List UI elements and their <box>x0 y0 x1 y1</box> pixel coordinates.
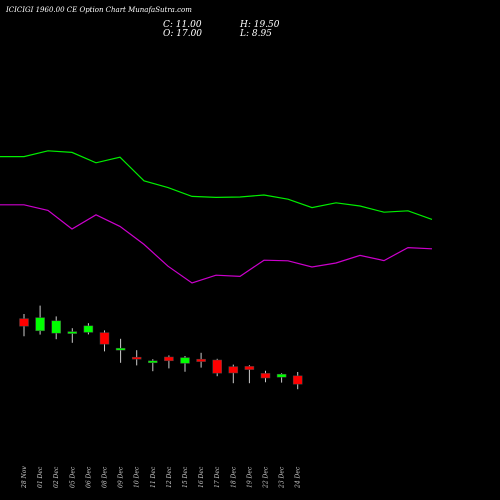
candle-body-down <box>228 366 239 374</box>
x-tick-label: 16 Dec <box>198 466 205 488</box>
high-value: H: 19.50 <box>240 20 280 30</box>
x-tick-label: 08 Dec <box>102 466 109 488</box>
candle-body-down <box>196 358 206 362</box>
candle-body-up <box>276 373 287 378</box>
candle-body-down <box>19 318 29 327</box>
x-tick-label: 02 Dec <box>53 466 60 488</box>
candle-body-down <box>292 375 303 385</box>
x-tick-label: 17 Dec <box>214 466 221 488</box>
candle-body-up <box>180 357 190 364</box>
open-value: O: 17.00 <box>163 29 203 39</box>
candle-body-up <box>83 325 94 333</box>
x-tick-label: 09 Dec <box>118 466 125 488</box>
x-tick-label: 18 Dec <box>230 466 237 488</box>
x-tick-label: 22 Dec <box>263 466 270 489</box>
x-tick-label: 11 Dec <box>150 466 157 488</box>
x-tick-label: 10 Dec <box>134 466 141 488</box>
candle-body-down <box>260 373 271 379</box>
candle-body-down <box>212 359 222 374</box>
x-tick-label: 15 Dec <box>182 466 189 488</box>
chart-title: ICICIGI 1960.00 CE Option Chart MunafaSu… <box>6 6 192 14</box>
close-value: C: 11.00 <box>163 20 202 30</box>
candle-body-down <box>99 332 110 345</box>
candle-body-down <box>164 356 174 362</box>
upper-line-series <box>0 150 433 220</box>
candle-body-down <box>131 356 142 360</box>
x-tick-label: 24 Dec <box>295 466 302 489</box>
x-tick-label: 12 Dec <box>166 466 173 488</box>
lower-line-series <box>0 204 433 284</box>
candle-body-up <box>51 320 61 334</box>
x-tick-label: 01 Dec <box>37 466 44 488</box>
candle-body-up <box>115 347 126 351</box>
low-value: L: 8.95 <box>240 29 272 39</box>
candle-body-up <box>67 331 78 334</box>
candle-body-down <box>244 366 255 370</box>
x-tick-label: 05 Dec <box>69 466 76 488</box>
x-tick-label: 23 Dec <box>279 466 286 489</box>
x-tick-label: 28 Nov <box>21 466 28 489</box>
candle-body-up <box>148 360 158 364</box>
x-tick-label: 19 Dec <box>246 466 253 488</box>
x-tick-label: 06 Dec <box>85 466 92 488</box>
candle-body-up <box>35 317 45 332</box>
